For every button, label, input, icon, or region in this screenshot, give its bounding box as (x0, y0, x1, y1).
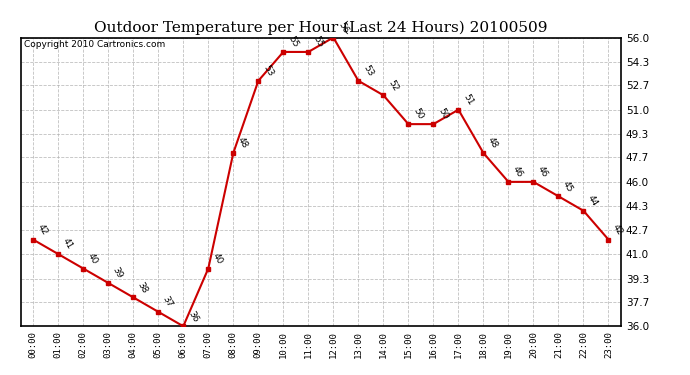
Text: 38: 38 (136, 280, 150, 295)
Title: Outdoor Temperature per Hour (Last 24 Hours) 20100509: Outdoor Temperature per Hour (Last 24 Ho… (94, 21, 548, 35)
Text: 51: 51 (461, 93, 475, 107)
Text: 40: 40 (86, 251, 99, 266)
Text: 55: 55 (286, 35, 299, 49)
Text: 53: 53 (261, 64, 275, 78)
Text: 48: 48 (486, 136, 500, 150)
Text: 46: 46 (536, 165, 550, 179)
Text: 53: 53 (361, 64, 375, 78)
Text: 50: 50 (411, 107, 425, 122)
Text: 40: 40 (211, 251, 224, 266)
Text: 50: 50 (436, 107, 450, 122)
Text: 37: 37 (161, 295, 175, 309)
Text: 36: 36 (186, 309, 199, 324)
Text: 48: 48 (236, 136, 250, 150)
Text: 44: 44 (586, 194, 600, 208)
Text: Copyright 2010 Cartronics.com: Copyright 2010 Cartronics.com (23, 40, 165, 50)
Text: 45: 45 (561, 179, 575, 194)
Text: 46: 46 (511, 165, 524, 179)
Text: 41: 41 (61, 237, 75, 251)
Text: 52: 52 (386, 78, 400, 93)
Text: 39: 39 (111, 266, 125, 280)
Text: 42: 42 (36, 223, 50, 237)
Text: 56: 56 (336, 20, 350, 35)
Text: 42: 42 (611, 223, 624, 237)
Text: 55: 55 (311, 35, 325, 49)
